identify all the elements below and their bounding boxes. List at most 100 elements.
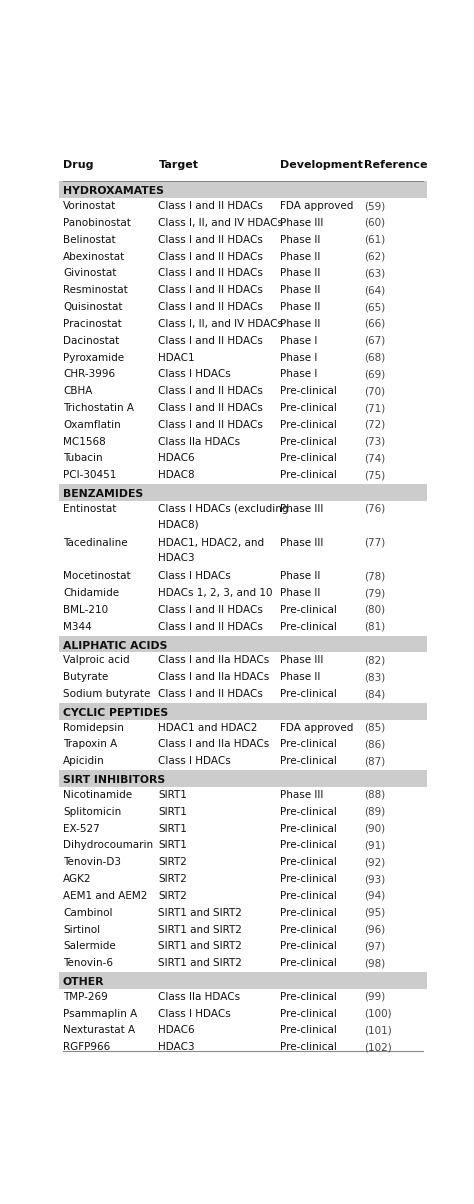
Text: (82): (82) bbox=[364, 655, 385, 666]
Text: HDAC6: HDAC6 bbox=[158, 1026, 195, 1035]
Bar bbox=[59, 636, 427, 653]
Text: Class I, II, and IV HDACs: Class I, II, and IV HDACs bbox=[158, 218, 283, 228]
Text: RGFP966: RGFP966 bbox=[63, 1043, 110, 1052]
Text: Pre-clinical: Pre-clinical bbox=[280, 992, 337, 1002]
Text: Tacedinaline: Tacedinaline bbox=[63, 538, 128, 548]
Text: (62): (62) bbox=[364, 252, 385, 261]
Text: Class I and II HDACs: Class I and II HDACs bbox=[158, 689, 264, 700]
Text: Phase III: Phase III bbox=[280, 790, 323, 799]
Text: Pre-clinical: Pre-clinical bbox=[280, 454, 337, 464]
Text: Oxamflatin: Oxamflatin bbox=[63, 420, 121, 430]
Text: FDA approved: FDA approved bbox=[280, 201, 353, 211]
Text: Phase II: Phase II bbox=[280, 672, 320, 683]
Text: (60): (60) bbox=[364, 218, 385, 228]
Text: (63): (63) bbox=[364, 268, 385, 278]
Text: Entinostat: Entinostat bbox=[63, 504, 116, 514]
Text: Drug: Drug bbox=[63, 160, 93, 170]
Text: Pre-clinical: Pre-clinical bbox=[280, 621, 337, 632]
Text: Splitomicin: Splitomicin bbox=[63, 807, 121, 816]
Text: Tubacin: Tubacin bbox=[63, 454, 102, 464]
Text: Trapoxin A: Trapoxin A bbox=[63, 739, 117, 749]
Text: HDAC8): HDAC8) bbox=[158, 519, 199, 530]
Text: HDAC3: HDAC3 bbox=[158, 1043, 195, 1052]
Text: Class I and II HDACs: Class I and II HDACs bbox=[158, 604, 264, 615]
Text: Class I and II HDACs: Class I and II HDACs bbox=[158, 420, 264, 430]
Text: Tenovin-6: Tenovin-6 bbox=[63, 958, 113, 968]
Text: Nicotinamide: Nicotinamide bbox=[63, 790, 132, 799]
Text: Pre-clinical: Pre-clinical bbox=[280, 942, 337, 951]
Text: HYDROXAMATES: HYDROXAMATES bbox=[63, 187, 164, 196]
Text: Class I and II HDACs: Class I and II HDACs bbox=[158, 235, 264, 244]
Text: Givinostat: Givinostat bbox=[63, 268, 116, 278]
Text: (84): (84) bbox=[364, 689, 385, 700]
Text: (83): (83) bbox=[364, 672, 385, 683]
Text: (61): (61) bbox=[364, 235, 385, 244]
Text: HDAC6: HDAC6 bbox=[158, 454, 195, 464]
Text: M344: M344 bbox=[63, 621, 91, 632]
Text: Pre-clinical: Pre-clinical bbox=[280, 857, 337, 867]
Text: Phase II: Phase II bbox=[280, 319, 320, 329]
Text: Tenovin-D3: Tenovin-D3 bbox=[63, 857, 121, 867]
Text: (79): (79) bbox=[364, 588, 385, 598]
Text: Phase II: Phase II bbox=[280, 571, 320, 582]
Text: Cambinol: Cambinol bbox=[63, 908, 112, 917]
Text: (90): (90) bbox=[364, 824, 385, 833]
Text: (78): (78) bbox=[364, 571, 385, 582]
Text: (86): (86) bbox=[364, 739, 385, 749]
Text: Trichostatin A: Trichostatin A bbox=[63, 403, 134, 413]
Text: Salermide: Salermide bbox=[63, 942, 116, 951]
Text: SIRT2: SIRT2 bbox=[158, 891, 187, 901]
Text: (64): (64) bbox=[364, 285, 385, 295]
Text: Phase I: Phase I bbox=[280, 336, 317, 346]
Text: Pre-clinical: Pre-clinical bbox=[280, 824, 337, 833]
Text: Pre-clinical: Pre-clinical bbox=[280, 908, 337, 917]
Text: Phase II: Phase II bbox=[280, 268, 320, 278]
Text: Resminostat: Resminostat bbox=[63, 285, 128, 295]
Text: Phase II: Phase II bbox=[280, 235, 320, 244]
Text: (71): (71) bbox=[364, 403, 385, 413]
Text: Pre-clinical: Pre-clinical bbox=[280, 807, 337, 816]
Text: Phase II: Phase II bbox=[280, 252, 320, 261]
Text: Class I and II HDACs: Class I and II HDACs bbox=[158, 403, 264, 413]
Text: Phase III: Phase III bbox=[280, 655, 323, 666]
Text: BENZAMIDES: BENZAMIDES bbox=[63, 489, 143, 500]
Text: Sirtinol: Sirtinol bbox=[63, 925, 100, 934]
Text: Psammaplin A: Psammaplin A bbox=[63, 1009, 137, 1019]
Text: Quisinostat: Quisinostat bbox=[63, 302, 122, 312]
Text: (65): (65) bbox=[364, 302, 385, 312]
Text: Class IIa HDACs: Class IIa HDACs bbox=[158, 437, 241, 447]
Text: Phase II: Phase II bbox=[280, 302, 320, 312]
Text: Pre-clinical: Pre-clinical bbox=[280, 471, 337, 480]
Text: Phase III: Phase III bbox=[280, 504, 323, 514]
Text: MC1568: MC1568 bbox=[63, 437, 106, 447]
Text: HDAC1 and HDAC2: HDAC1 and HDAC2 bbox=[158, 722, 258, 733]
Text: SIRT INHIBITORS: SIRT INHIBITORS bbox=[63, 775, 165, 785]
Text: Pre-clinical: Pre-clinical bbox=[280, 403, 337, 413]
Text: (80): (80) bbox=[364, 604, 385, 615]
Text: Pre-clinical: Pre-clinical bbox=[280, 1009, 337, 1019]
Text: Class I HDACs: Class I HDACs bbox=[158, 571, 231, 582]
Text: (59): (59) bbox=[364, 201, 385, 211]
Text: Abexinostat: Abexinostat bbox=[63, 252, 125, 261]
Text: Pre-clinical: Pre-clinical bbox=[280, 840, 337, 850]
Text: Pracinostat: Pracinostat bbox=[63, 319, 122, 329]
Text: HDACs 1, 2, 3, and 10: HDACs 1, 2, 3, and 10 bbox=[158, 588, 273, 598]
Text: SIRT1 and SIRT2: SIRT1 and SIRT2 bbox=[158, 958, 242, 968]
Text: CBHA: CBHA bbox=[63, 386, 92, 396]
Text: Target: Target bbox=[158, 160, 199, 170]
Text: (74): (74) bbox=[364, 454, 385, 464]
Text: Phase II: Phase II bbox=[280, 588, 320, 598]
Text: OTHER: OTHER bbox=[63, 976, 104, 987]
Text: Class I and II HDACs: Class I and II HDACs bbox=[158, 268, 264, 278]
Bar bbox=[59, 703, 427, 720]
Text: SIRT1: SIRT1 bbox=[158, 790, 187, 799]
Text: (91): (91) bbox=[364, 840, 385, 850]
Text: Pre-clinical: Pre-clinical bbox=[280, 874, 337, 884]
Text: (101): (101) bbox=[364, 1026, 392, 1035]
Text: (70): (70) bbox=[364, 386, 385, 396]
Text: (89): (89) bbox=[364, 807, 385, 816]
Text: Phase II: Phase II bbox=[280, 285, 320, 295]
Text: (72): (72) bbox=[364, 420, 385, 430]
Text: Class I and IIa HDACs: Class I and IIa HDACs bbox=[158, 655, 270, 666]
Text: Sodium butyrate: Sodium butyrate bbox=[63, 689, 150, 700]
